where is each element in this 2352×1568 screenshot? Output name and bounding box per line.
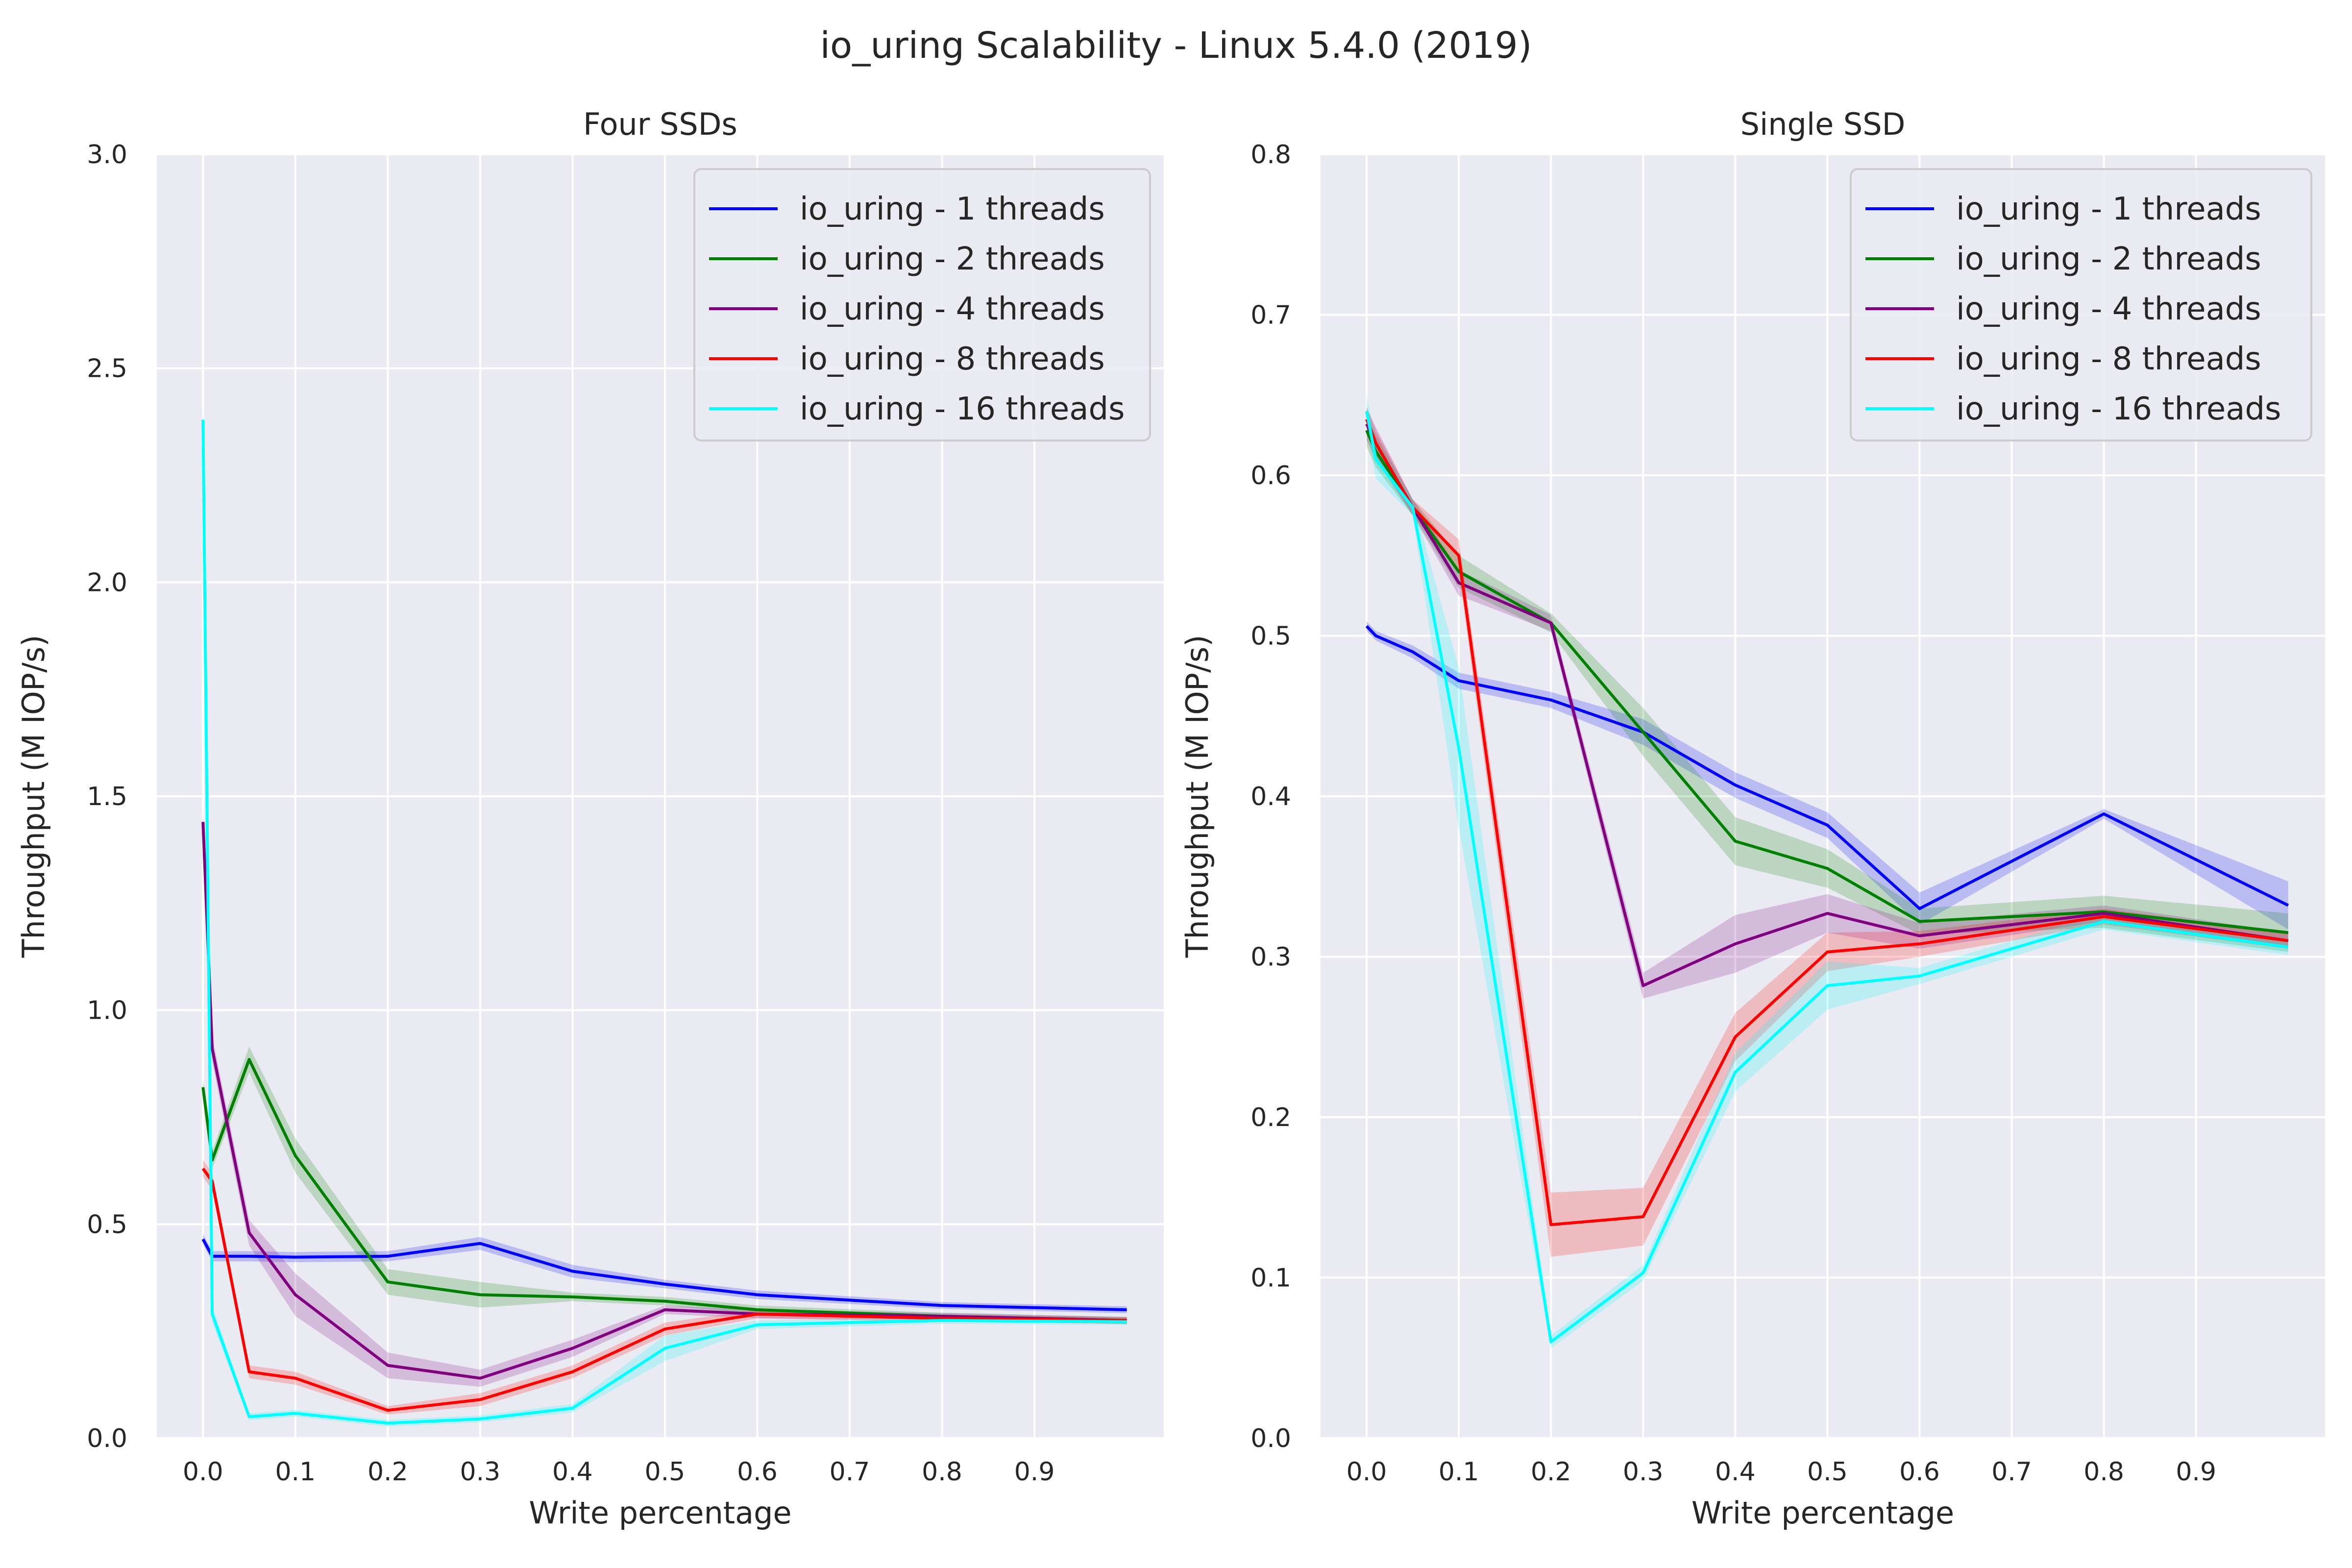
legend-box bbox=[1850, 168, 2312, 441]
series-line bbox=[201, 419, 1127, 1425]
y-tick-label: 0.7 bbox=[1250, 301, 1291, 330]
y-tick-label: 0.6 bbox=[1250, 461, 1291, 490]
x-tick-label: 0.2 bbox=[368, 1457, 408, 1487]
x-tick-label: 0.9 bbox=[1014, 1457, 1055, 1487]
y-tick-label: 2.0 bbox=[87, 568, 127, 597]
x-axis-label: Write percentage bbox=[529, 1495, 791, 1531]
legend-box bbox=[693, 168, 1151, 441]
y-tick-label: 0.5 bbox=[1250, 622, 1291, 651]
x-tick-label: 0.1 bbox=[1439, 1457, 1479, 1487]
x-tick-label: 0.6 bbox=[1899, 1457, 1940, 1487]
y-tick-label: 0.1 bbox=[1250, 1264, 1291, 1293]
x-tick-label: 0.2 bbox=[1531, 1457, 1571, 1487]
y-tick-labels: 0.0 0.1 0.2 0.3 0.4 0.5 0.6 0.7 0.8 bbox=[1250, 140, 1291, 1453]
legend: io_uring - 1 threads io_uring - 2 threads… bbox=[1850, 168, 2312, 441]
grid-lines bbox=[157, 153, 1164, 1439]
chart-single-ssd: 0.0 0.1 0.2 0.3 0.4 0.5 0.6 0.7 0.8 0.0 0.1 0.2 0.3… bbox=[1179, 106, 2325, 1531]
confidence-band bbox=[203, 404, 1127, 1427]
x-tick-labels: 0.0 0.1 0.2 0.3 0.4 0.5 0.6 0.7 0.8 0.9 bbox=[1347, 1457, 2216, 1487]
legend-label: io_uring - 16 threads bbox=[800, 391, 1125, 427]
legend-label: io_uring - 1 threads bbox=[800, 191, 1105, 227]
legend-label: io_uring - 4 threads bbox=[1956, 291, 2261, 327]
y-tick-label: 1.0 bbox=[87, 996, 127, 1026]
y-tick-label: 2.5 bbox=[87, 354, 127, 384]
y-axis-label: Throughput (M IOP/s) bbox=[16, 635, 51, 958]
legend-label: io_uring - 8 threads bbox=[1956, 341, 2261, 377]
x-tick-label: 0.8 bbox=[922, 1457, 962, 1487]
x-axis-label: Write percentage bbox=[1691, 1495, 1954, 1531]
y-tick-label: 0.5 bbox=[87, 1210, 127, 1239]
legend-label: io_uring - 2 threads bbox=[800, 241, 1105, 277]
y-tick-label: 0.8 bbox=[1250, 140, 1291, 170]
series-lines bbox=[201, 419, 1127, 1425]
y-axis-label: Throughput (M IOP/s) bbox=[1179, 635, 1215, 958]
x-tick-label: 0.1 bbox=[275, 1457, 316, 1487]
y-tick-label: 0.0 bbox=[1250, 1424, 1291, 1453]
y-tick-label: 0.4 bbox=[1250, 782, 1291, 811]
legend-label: io_uring - 1 threads bbox=[1956, 191, 2261, 227]
y-tick-label: 1.5 bbox=[87, 782, 127, 811]
chart-title: Single SSD bbox=[1740, 106, 1906, 142]
chart-four-ssds: 0.0 0.5 1.0 1.5 2.0 2.5 3.0 0.0 0.1 0.2 0.3 0.4 0.5… bbox=[16, 106, 1164, 1531]
x-tick-label: 0.7 bbox=[1991, 1457, 2032, 1487]
x-tick-label: 0.0 bbox=[1347, 1457, 1387, 1487]
y-tick-label: 0.2 bbox=[1250, 1103, 1291, 1132]
figure-title: io_uring Scalability - Linux 5.4.0 (2019… bbox=[820, 24, 1532, 67]
legend-label: io_uring - 16 threads bbox=[1956, 391, 2281, 427]
y-tick-label: 0.0 bbox=[87, 1424, 127, 1453]
series-line bbox=[201, 1058, 1127, 1322]
x-tick-label: 0.0 bbox=[183, 1457, 223, 1487]
series-line bbox=[201, 1238, 1127, 1311]
x-tick-labels: 0.0 0.1 0.2 0.3 0.4 0.5 0.6 0.7 0.8 0.9 bbox=[183, 1457, 1054, 1487]
x-tick-label: 0.7 bbox=[830, 1457, 870, 1487]
y-tick-label: 3.0 bbox=[87, 140, 127, 170]
x-tick-label: 0.5 bbox=[645, 1457, 686, 1487]
y-tick-labels: 0.0 0.5 1.0 1.5 2.0 2.5 3.0 bbox=[87, 140, 127, 1453]
x-tick-label: 0.4 bbox=[1715, 1457, 1756, 1487]
y-tick-label: 0.3 bbox=[1250, 943, 1291, 972]
confidence-band bbox=[203, 1234, 1127, 1313]
legend-label: io_uring - 4 threads bbox=[800, 291, 1105, 327]
confidence-bands bbox=[203, 404, 1127, 1427]
x-tick-label: 0.5 bbox=[1807, 1457, 1848, 1487]
series-line bbox=[1365, 411, 2289, 1344]
x-tick-label: 0.3 bbox=[460, 1457, 501, 1487]
x-tick-label: 0.9 bbox=[2176, 1457, 2216, 1487]
series-line bbox=[1365, 418, 2289, 1226]
chart-title: Four SSDs bbox=[583, 106, 737, 142]
legend-label: io_uring - 2 threads bbox=[1956, 241, 2261, 277]
x-tick-label: 0.8 bbox=[2083, 1457, 2124, 1487]
x-tick-label: 0.6 bbox=[737, 1457, 778, 1487]
legend-label: io_uring - 8 threads bbox=[800, 341, 1105, 377]
x-tick-label: 0.4 bbox=[552, 1457, 593, 1487]
series-line bbox=[201, 1168, 1127, 1412]
grid-lines bbox=[1321, 153, 2325, 1439]
legend: io_uring - 1 threads io_uring - 2 threads… bbox=[693, 168, 1151, 441]
x-tick-label: 0.3 bbox=[1623, 1457, 1664, 1487]
series-lines bbox=[1365, 411, 2289, 1344]
